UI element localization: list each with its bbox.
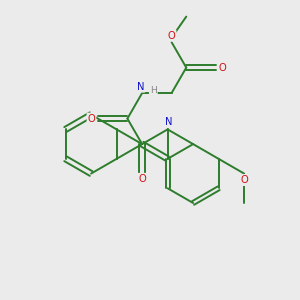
Text: O: O [138, 174, 146, 184]
Text: O: O [218, 63, 226, 73]
Text: O: O [88, 114, 95, 124]
Text: O: O [168, 31, 176, 40]
Text: N: N [137, 82, 144, 92]
Text: N: N [165, 117, 173, 127]
Text: O: O [240, 175, 248, 185]
Text: H: H [150, 86, 157, 95]
